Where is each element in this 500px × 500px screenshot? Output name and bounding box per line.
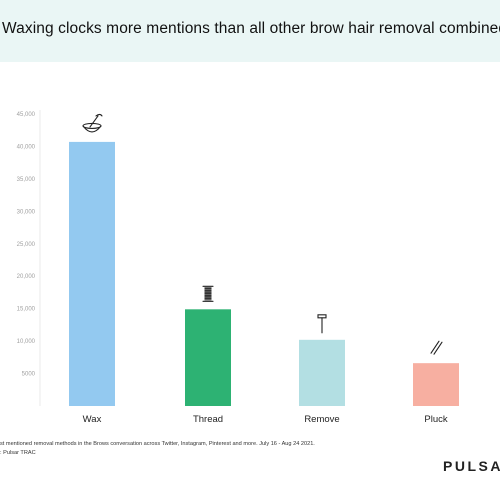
footnote-line-2: : Pulsar TRAC [0,450,36,456]
footnote-line-1: st mentioned removal methods in the Brow… [0,441,315,447]
brand-logo: PULSAR [443,458,500,474]
bar-pluck [413,363,459,406]
footnote: st mentioned removal methods in the Brow… [0,440,315,458]
x-category-label: Pluck [424,414,447,425]
x-category-label: Wax [83,414,102,425]
tweezers-icon [430,340,443,355]
y-tick-label: 25,000 [17,242,36,248]
title-bar [0,0,500,62]
y-tick-label: 45,000 [17,112,36,118]
bar-remove [299,339,345,406]
y-tick-label: 10,000 [17,339,36,345]
y-tick-label: 20,000 [17,274,36,280]
bar-thread [185,309,231,406]
bar-wax [69,141,115,406]
wax-bowl-icon [82,113,103,133]
y-tick-label: 30,000 [17,209,36,215]
razor-icon [317,314,327,334]
x-category-label: Remove [304,414,339,425]
y-tick-label: 35,000 [17,177,36,183]
thread-spool-icon [202,285,214,302]
y-tick-label: 5000 [22,372,36,378]
y-tick-label: 15,000 [17,307,36,313]
y-tick-label: 40,000 [17,144,36,150]
chart-title: Waxing clocks more mentions than all oth… [2,20,500,37]
x-category-label: Thread [193,414,223,425]
